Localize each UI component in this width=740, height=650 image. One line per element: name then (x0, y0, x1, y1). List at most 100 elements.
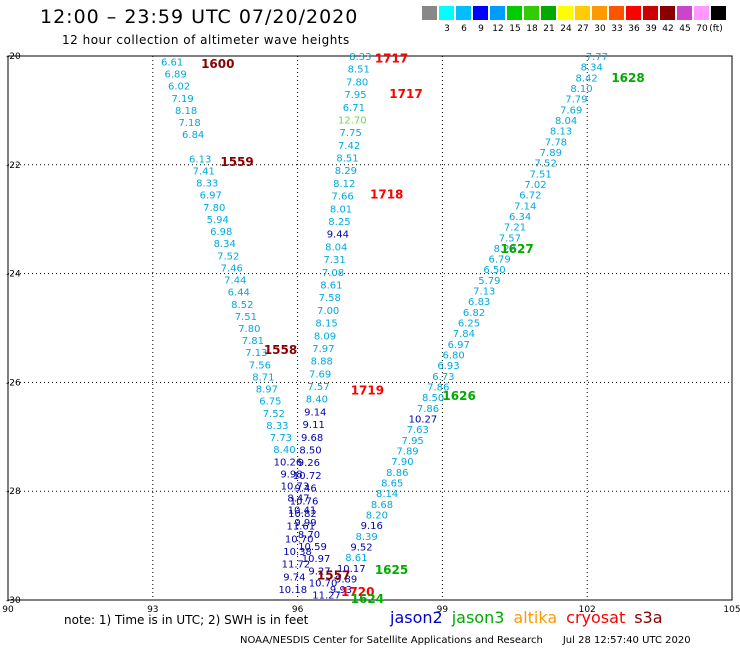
wave-height-value: 6.93 (437, 361, 459, 372)
wave-height-value: 7.52 (263, 409, 285, 420)
y-tick-label: -24 (6, 270, 21, 280)
note-text: note: 1) Time is in UTC; 2) SWH is in fe… (64, 613, 309, 627)
wave-height-value: 8.40 (306, 395, 328, 406)
wave-height-value: 9.89 (335, 574, 357, 585)
wave-height-value: 7.58 (319, 293, 341, 304)
wave-height-value: 8.86 (386, 468, 408, 479)
y-tick-label: -22 (6, 161, 21, 171)
wave-height-value: 8.14 (376, 489, 398, 500)
wave-height-value: 7.13 (245, 348, 267, 359)
wave-height-value: 6.97 (200, 191, 222, 202)
wave-height-value: 8.33 (196, 179, 218, 190)
wave-height-value: 6.82 (463, 308, 485, 319)
color-swatch (660, 6, 675, 20)
wave-height-value: 9.44 (327, 230, 349, 241)
wave-height-value: 7.84 (453, 329, 475, 340)
color-scale-label: 36 (628, 24, 640, 34)
wave-height-value: 6.80 (442, 351, 464, 362)
wave-height-value: 7.89 (540, 148, 562, 159)
wave-height-value: 10.70 (285, 534, 314, 545)
wave-height-value: 7.73 (270, 433, 292, 444)
wave-height-value: 6.72 (519, 191, 541, 202)
y-tick-label: -26 (6, 378, 21, 388)
wave-height-value: 8.71 (252, 372, 274, 383)
wave-height-value: 7.69 (309, 369, 331, 380)
pass-time-label: 1625 (375, 563, 408, 577)
color-swatch (507, 6, 522, 20)
wave-height-value: 7.97 (312, 344, 334, 355)
color-scale-label: 3 (444, 24, 450, 34)
pass-time-label: 1624 (351, 592, 384, 606)
wave-height-value: 7.95 (402, 436, 424, 447)
color-scale-label: 6 (461, 24, 467, 34)
wave-height-value: 7.75 (340, 128, 362, 139)
x-tick-label: 93 (147, 605, 158, 615)
wave-height-value: 8.15 (315, 319, 337, 330)
wave-height-value: 7.77 (586, 52, 608, 63)
wave-height-value: 7.86 (427, 383, 449, 394)
wave-height-value: 6.83 (468, 297, 490, 308)
color-scale-unit: (ft) (709, 24, 723, 34)
satellite-legend: jason2 jason3 altika cryosat s3a (390, 608, 672, 627)
color-scale-label: 42 (662, 24, 674, 34)
wave-height-value: 7.79 (565, 95, 587, 106)
wave-height-value: 7.31 (323, 255, 345, 266)
color-scale-label: 33 (611, 24, 623, 34)
wave-height-value: 7.08 (322, 268, 344, 279)
color-scale-label: 18 (526, 24, 538, 34)
footer: NOAA/NESDIS Center for Satellite Applica… (240, 635, 691, 646)
wave-height-value: 9.11 (303, 420, 325, 431)
color-scale-label: 15 (509, 24, 521, 34)
wave-height-value: 7.21 (504, 223, 526, 234)
color-scale-label: 9 (478, 24, 484, 34)
wave-height-value: 7.86 (417, 404, 439, 415)
wave-height-value: 7.63 (407, 425, 429, 436)
color-swatch (592, 6, 607, 20)
color-scale-label: 24 (560, 24, 572, 34)
color-swatch (575, 6, 590, 20)
color-swatch (439, 6, 454, 20)
wave-height-value: 7.81 (242, 336, 264, 347)
pass-time-label: 1559 (220, 155, 253, 169)
wave-height-value: 8.34 (581, 63, 603, 74)
wave-height-value: 7.52 (535, 159, 557, 170)
legend-cryosat: cryosat (566, 608, 626, 627)
wave-height-value: 8.40 (273, 445, 295, 456)
wave-height-value: 8.50 (422, 393, 444, 404)
wave-height-value: 6.50 (483, 265, 505, 276)
wave-height-value: 6.89 (164, 70, 186, 81)
x-tick-label: 99 (437, 605, 449, 615)
y-tick-label: -30 (6, 596, 21, 606)
wave-height-value: 8.51 (336, 154, 358, 165)
wave-height-value: 7.78 (545, 137, 567, 148)
wave-height-value: 8.12 (333, 179, 355, 190)
color-swatch (626, 6, 641, 20)
wave-height-value: 8.10 (570, 84, 592, 95)
wave-height-value: 8.18 (175, 106, 197, 117)
pass-time-label: 1718 (370, 188, 403, 202)
color-swatch (643, 6, 658, 20)
color-scale-label: 27 (577, 24, 589, 34)
wave-height-value: 10.97 (302, 554, 331, 565)
wave-height-value: 8.61 (320, 280, 342, 291)
wave-height-value: 6.44 (228, 288, 250, 299)
wave-height-value: 9.68 (301, 433, 323, 444)
footer-credit: NOAA/NESDIS Center for Satellite Applica… (240, 635, 543, 646)
wave-height-value: 8.42 (575, 73, 597, 84)
wave-height-value: 6.34 (509, 212, 531, 223)
color-swatch (541, 6, 556, 20)
wave-height-value: 6.13 (189, 154, 211, 165)
wave-height-value: 8.04 (555, 116, 577, 127)
wave-height-value: 10.59 (298, 542, 327, 553)
color-scale-label: 30 (594, 24, 606, 34)
wave-height-value: 7.90 (391, 457, 413, 468)
wave-height-value: 5.79 (478, 276, 500, 287)
pass-time-label: 1627 (500, 242, 533, 256)
wave-height-value: 6.79 (489, 255, 511, 266)
color-swatch (456, 6, 471, 20)
wave-height-value: 9.27 (308, 566, 330, 577)
wave-height-value: 6.02 (168, 82, 190, 93)
x-tick-label: 90 (2, 605, 14, 615)
pass-time-label: 1717 (375, 52, 408, 66)
